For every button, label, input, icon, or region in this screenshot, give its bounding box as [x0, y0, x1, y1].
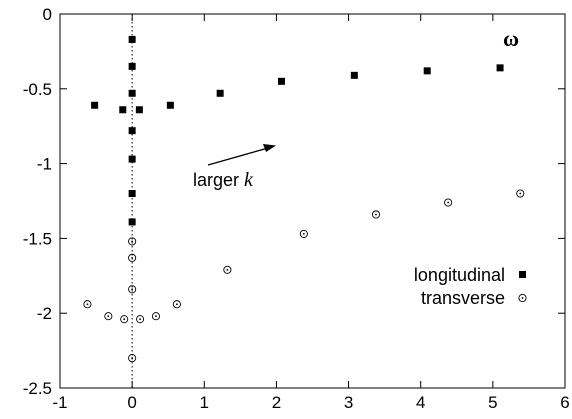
data-point-transverse: [104, 312, 113, 321]
data-point-longitudinal: [128, 127, 136, 135]
legend-label-transverse: transverse: [421, 288, 505, 308]
annotation-arrowhead: [263, 144, 276, 152]
legend-marker-transverse: [518, 293, 527, 303]
data-point-longitudinal: [277, 77, 285, 85]
x-tick-label: 3: [344, 393, 353, 412]
data-point-transverse: [299, 229, 308, 238]
data-point-longitudinal: [128, 155, 136, 163]
x-tick-labels: -1 0 1 2 3 4 5 6: [52, 393, 569, 412]
x-tick-label: 6: [560, 393, 569, 412]
data-point-longitudinal: [350, 71, 358, 79]
data-point-longitudinal: [91, 101, 99, 109]
larger-k-annotation: larger k: [193, 144, 276, 191]
data-point-transverse: [128, 354, 137, 363]
legend: longitudinal transverse: [414, 265, 527, 308]
annotation-arrow-line: [207, 147, 269, 166]
plot-frame: [59, 13, 566, 389]
plot-border: [59, 13, 566, 389]
data-point-transverse: [172, 300, 181, 309]
data-point-transverse: [516, 189, 525, 198]
x-tick-label: -1: [52, 393, 67, 412]
series-transverse: [83, 189, 525, 363]
annotation-text-plain: larger: [193, 170, 244, 190]
x-tick-label: 0: [127, 393, 136, 412]
y-tick-label: -1.5: [23, 229, 52, 248]
data-point-longitudinal: [135, 106, 143, 114]
data-point-longitudinal: [128, 62, 136, 70]
data-point-longitudinal: [166, 101, 174, 109]
data-point-longitudinal: [496, 64, 504, 72]
data-point-transverse: [128, 237, 137, 246]
y-tick-label: -2: [37, 304, 52, 323]
data-point-transverse: [128, 285, 137, 294]
y-tick-label: -0.5: [23, 80, 52, 99]
x-tick-label: 1: [200, 393, 209, 412]
data-point-longitudinal: [128, 35, 136, 43]
y-tick-labels: 0 -0.5 -1 -1.5 -2 -2.5: [23, 5, 52, 398]
data-point-longitudinal: [128, 89, 136, 97]
axis-ticks: [59, 13, 566, 389]
x-tick-label: 2: [272, 393, 281, 412]
data-point-transverse: [444, 198, 453, 207]
data-point-transverse: [83, 300, 92, 309]
y-tick-label: -2.5: [23, 379, 52, 398]
data-point-transverse: [151, 312, 160, 321]
y-tick-label: -1: [37, 155, 52, 174]
data-points: [83, 35, 525, 363]
series-longitudinal: [91, 35, 504, 226]
data-point-longitudinal: [128, 218, 136, 226]
data-point-longitudinal: [119, 106, 127, 114]
omega-label: ω: [503, 26, 519, 51]
x-tick-label: 5: [488, 393, 497, 412]
data-point-transverse: [120, 315, 129, 324]
data-point-transverse: [128, 253, 137, 262]
data-point-transverse: [223, 265, 232, 274]
annotation-text-k: k: [244, 169, 254, 191]
legend-marker-longitudinal: [519, 271, 526, 278]
annotation-text: larger k: [193, 169, 254, 191]
x-tick-label: 4: [416, 393, 425, 412]
data-point-longitudinal: [128, 190, 136, 198]
legend-label-longitudinal: longitudinal: [414, 265, 505, 285]
data-point-transverse: [371, 210, 381, 219]
y-tick-label: 0: [43, 5, 52, 24]
data-point-transverse: [136, 315, 145, 324]
data-point-longitudinal: [423, 67, 431, 75]
data-point-longitudinal: [216, 89, 224, 97]
